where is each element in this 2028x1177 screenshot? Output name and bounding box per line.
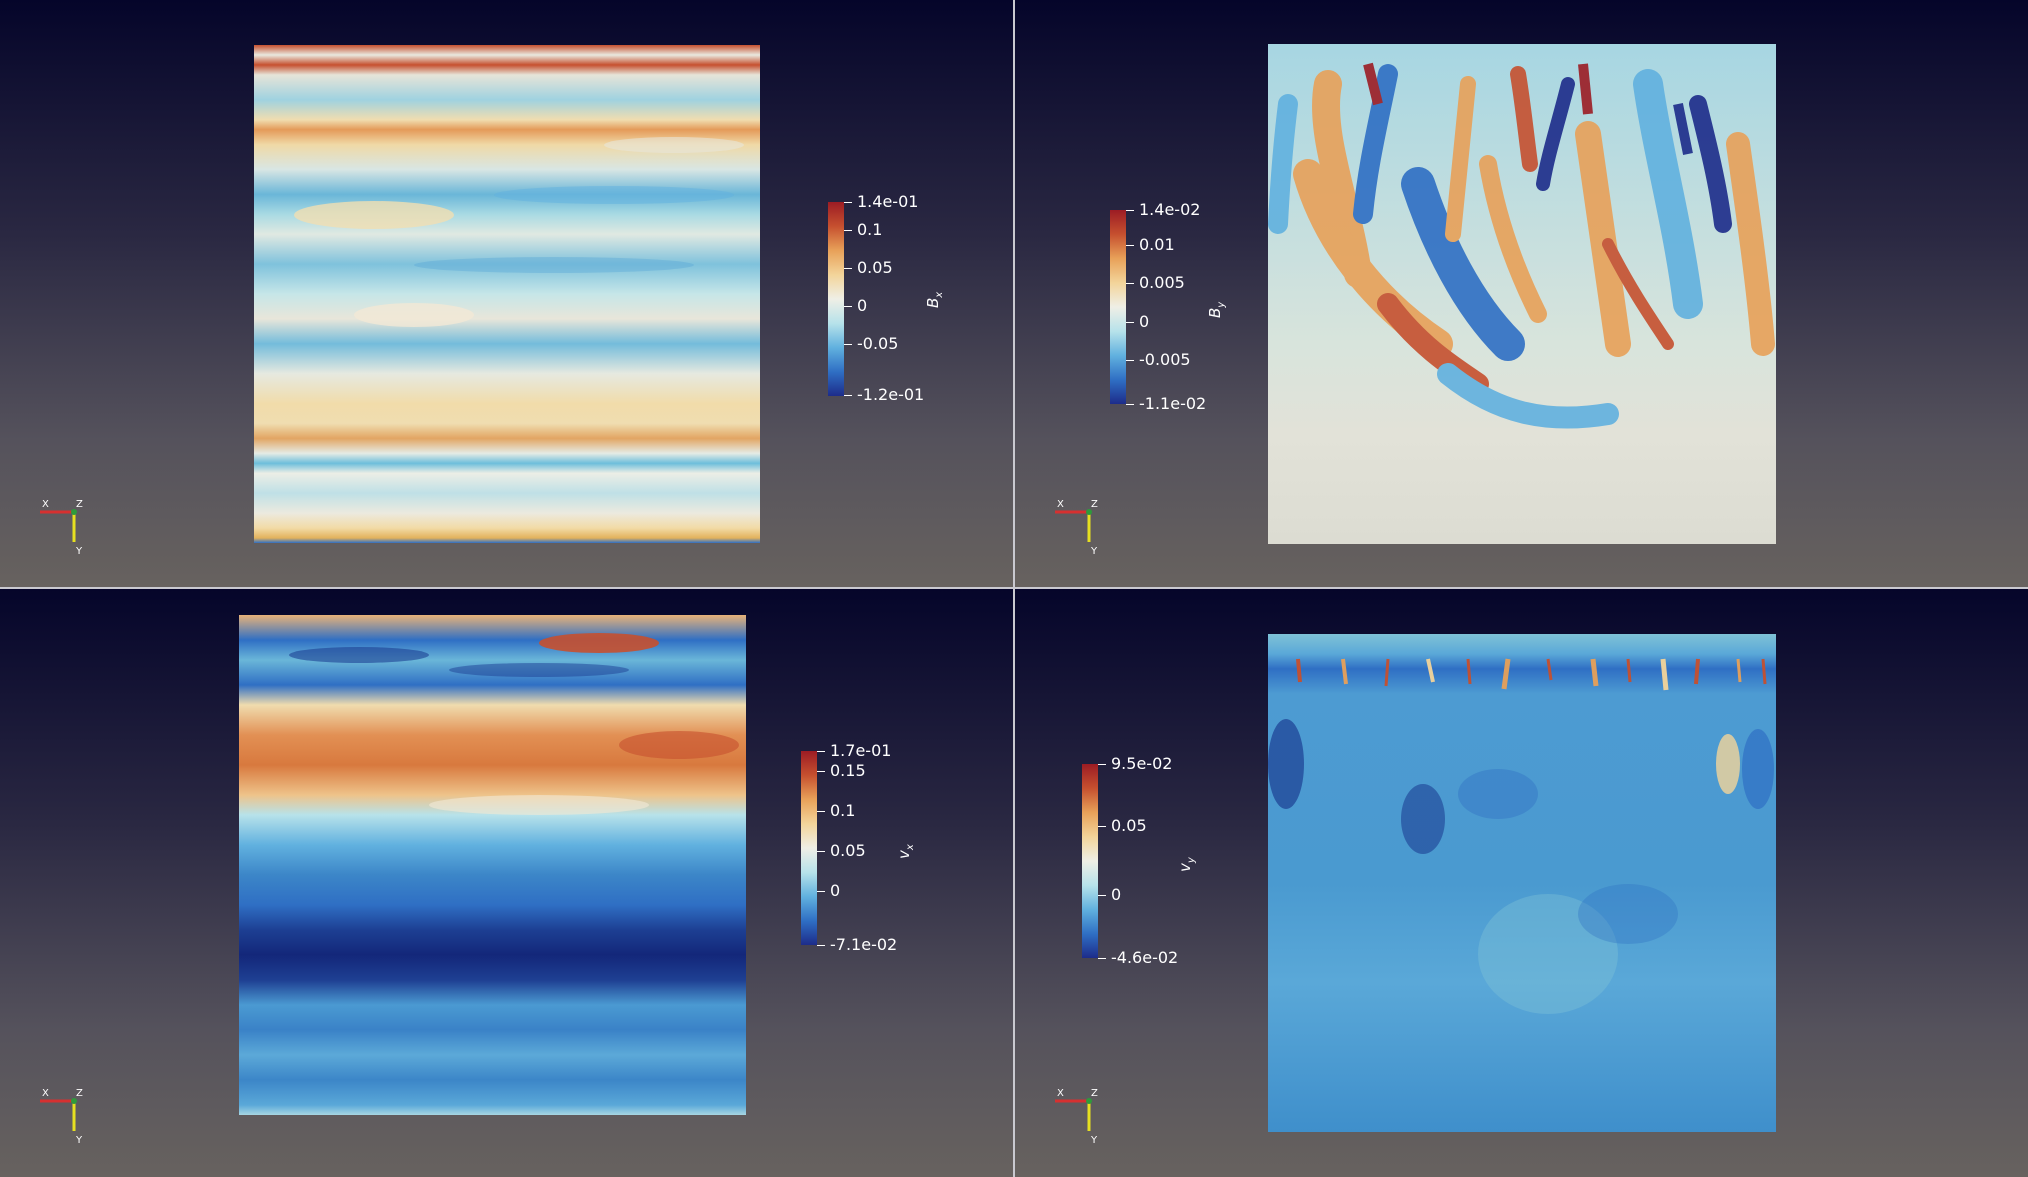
bx-tick-mark: [844, 344, 852, 345]
by-tick-label: 0: [1139, 312, 1150, 331]
bx-field-plot: [254, 45, 760, 543]
axis-x-label: X: [42, 499, 49, 510]
vy-tick-label: 0.05: [1111, 816, 1147, 835]
vy-tick-label: 9.5e-02: [1111, 754, 1173, 773]
axis-z-label: Z: [76, 1088, 83, 1099]
axis-z-label: Z: [1091, 1088, 1098, 1099]
viewport-vx[interactable]: 1.7e-01 0.15 0.1 0.05 0 -7.1e-02 vx X Z Y: [0, 589, 1013, 1177]
viewport-by[interactable]: 1.4e-02 0.01 0.005 0 -0.005 -1.1e-02 By …: [1015, 0, 2028, 587]
bx-tick-mark: [844, 202, 852, 203]
vx-tick-label: 1.7e-01: [830, 741, 892, 760]
vx-tick-mark: [817, 851, 825, 852]
vx-tick-label: -7.1e-02: [830, 935, 898, 954]
by-colorbar-gradient: [1110, 210, 1126, 404]
vy-tick-mark: [1098, 764, 1106, 765]
by-tick-mark: [1126, 283, 1134, 284]
axis-x-label: X: [1057, 1088, 1064, 1099]
vx-tick-label: 0.1: [830, 801, 856, 820]
orientation-axes: X Z Y: [1045, 1087, 1105, 1147]
axis-z-label: Z: [76, 499, 83, 510]
by-colorbar-title: By: [1206, 301, 1227, 318]
bx-colorbar: 1.4e-01 0.1 0.05 0 -0.05 -1.2e-01 Bx: [828, 194, 948, 403]
viewport-vy[interactable]: 9.5e-02 0.05 0 -4.6e-02 vy X Z Y: [1015, 589, 2028, 1177]
vx-tick-label: 0: [830, 881, 841, 900]
axis-x-label: X: [1057, 499, 1064, 510]
bx-colorbar-title: Bx: [924, 291, 945, 308]
by-tick-label: -1.1e-02: [1139, 394, 1207, 413]
by-tick-label: -0.005: [1139, 350, 1191, 369]
bx-tick-label: 0: [857, 296, 868, 315]
by-tick-mark: [1126, 404, 1134, 405]
vy-tick-label: -4.6e-02: [1111, 948, 1179, 967]
bx-tick-mark: [844, 230, 852, 231]
axis-z-label: Z: [1091, 499, 1098, 510]
by-tick-label: 1.4e-02: [1139, 200, 1201, 219]
by-colorbar: 1.4e-02 0.01 0.005 0 -0.005 -1.1e-02 By: [1110, 202, 1230, 412]
bx-tick-label: 1.4e-01: [857, 192, 919, 211]
bx-tick-label: 0.05: [857, 258, 893, 277]
axis-y-label: Y: [1090, 546, 1098, 557]
axis-y-label: Y: [75, 546, 83, 557]
orientation-axes: X Z Y: [30, 498, 90, 558]
by-tick-mark: [1126, 245, 1134, 246]
vx-tick-label: 0.05: [830, 841, 866, 860]
vy-field-plot: [1268, 634, 1776, 1132]
viewport-divider-horizontal[interactable]: [0, 587, 2028, 589]
vy-tick-mark: [1098, 895, 1106, 896]
vy-colorbar-title: vy: [1176, 857, 1197, 872]
vx-tick-label: 0.15: [830, 761, 866, 780]
vx-colorbar-gradient: [801, 751, 817, 945]
bx-colorbar-gradient: [828, 202, 844, 396]
vx-field-plot: [239, 615, 746, 1115]
vy-tick-mark: [1098, 826, 1106, 827]
vx-colorbar: 1.7e-01 0.15 0.1 0.05 0 -7.1e-02 vx: [801, 743, 921, 953]
vx-tick-mark: [817, 945, 825, 946]
vy-tick-mark: [1098, 958, 1106, 959]
by-tick-label: 0.005: [1139, 273, 1185, 292]
bx-tick-mark: [844, 395, 852, 396]
vy-colorbar-gradient: [1082, 764, 1098, 958]
by-tick-label: 0.01: [1139, 235, 1175, 254]
vy-tick-label: 0: [1111, 885, 1122, 904]
vy-colorbar: 9.5e-02 0.05 0 -4.6e-02 vy: [1082, 756, 1202, 966]
by-field-plot: [1268, 44, 1776, 544]
by-tick-mark: [1126, 322, 1134, 323]
by-tick-mark: [1126, 210, 1134, 211]
vx-colorbar-title: vx: [895, 844, 916, 859]
vx-tick-mark: [817, 751, 825, 752]
axis-y-label: Y: [1090, 1135, 1098, 1146]
orientation-axes: X Z Y: [30, 1087, 90, 1147]
by-tick-mark: [1126, 360, 1134, 361]
axis-x-label: X: [42, 1088, 49, 1099]
axis-y-label: Y: [75, 1135, 83, 1146]
viewport-bx[interactable]: 1.4e-01 0.1 0.05 0 -0.05 -1.2e-01 Bx X Z Y: [0, 0, 1013, 587]
vx-tick-mark: [817, 891, 825, 892]
bx-tick-label: -0.05: [857, 334, 899, 353]
bx-tick-label: 0.1: [857, 220, 883, 239]
vx-tick-mark: [817, 811, 825, 812]
bx-tick-mark: [844, 268, 852, 269]
orientation-axes: X Z Y: [1045, 498, 1105, 558]
bx-tick-mark: [844, 306, 852, 307]
bx-tick-label: -1.2e-01: [857, 385, 925, 404]
vx-tick-mark: [817, 771, 825, 772]
